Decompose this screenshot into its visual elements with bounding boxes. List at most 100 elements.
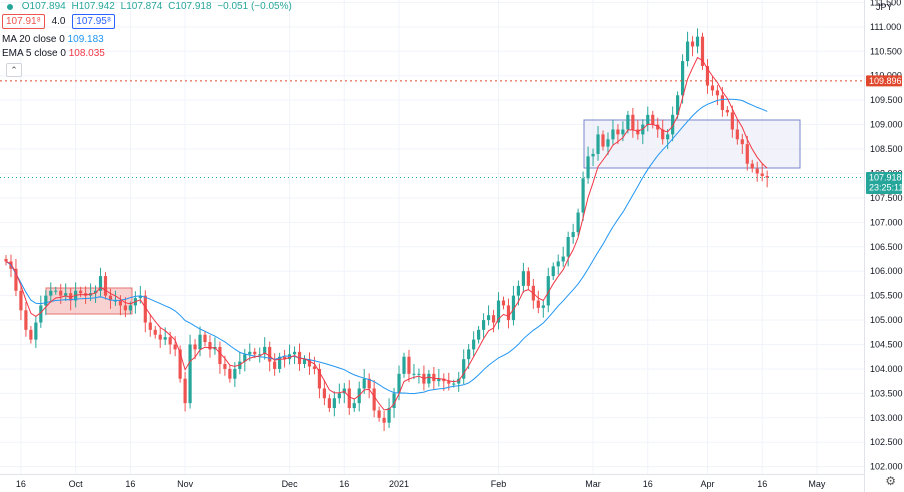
candle-body: [312, 366, 317, 369]
candle-body: [148, 322, 152, 330]
time-tick-label: Feb: [491, 479, 507, 489]
candle-body: [486, 315, 491, 321]
candle-body: [29, 329, 33, 340]
candle-body: [39, 305, 43, 323]
candle-body: [14, 268, 18, 291]
candle-body: [362, 378, 366, 389]
buy-button[interactable]: 107.95⁸: [72, 14, 116, 29]
price-tick-label: 110.500: [870, 46, 902, 56]
time-tick-label: 16: [125, 479, 135, 489]
candle-body: [720, 95, 724, 110]
candle-body: [566, 237, 570, 257]
candle-body: [402, 356, 406, 374]
price-tick-label: 109.000: [870, 120, 903, 130]
candle-body: [536, 300, 540, 308]
candle-body: [203, 334, 207, 343]
candle-body: [432, 373, 436, 382]
time-tick-label: Mar: [585, 479, 601, 489]
ema-5-line: [5, 56, 768, 411]
change-value: −0.051 (−0.05%): [217, 1, 292, 12]
candle-body: [601, 134, 605, 147]
candle-body: [377, 410, 381, 418]
candle-body: [49, 290, 53, 296]
candle-body: [108, 295, 113, 301]
candle-body: [700, 36, 705, 66]
candle-body: [437, 378, 441, 382]
candle-body: [69, 293, 73, 301]
candle-body: [447, 381, 451, 384]
close-value: C107.918: [168, 1, 212, 12]
price-tick-label: 105.000: [870, 315, 903, 325]
price-tick-label: 102.500: [870, 437, 903, 447]
candle-body: [472, 339, 476, 350]
price-tick-label: 104.500: [870, 340, 903, 350]
candle-body: [193, 344, 197, 350]
candle-body: [656, 124, 660, 130]
ma-value: 109.183: [67, 34, 104, 45]
candle-body: [243, 354, 247, 362]
candle-body: [631, 114, 635, 130]
collapse-legend-icon[interactable]: ⌃: [6, 63, 22, 77]
candle-body: [621, 129, 625, 135]
horizontal-line-value: 109.896: [869, 76, 902, 86]
candle-body: [153, 329, 157, 335]
candle-body: [730, 112, 734, 130]
candle-body: [327, 398, 331, 409]
candle-body: [118, 300, 123, 306]
candle-body: [760, 173, 764, 176]
candle-body: [143, 295, 147, 323]
candle-body: [253, 351, 257, 355]
candle-body: [671, 114, 675, 135]
ema-label: EMA 5 close 0: [2, 48, 66, 59]
candle-body: [218, 346, 222, 365]
candle-body: [526, 271, 530, 286]
candle-body: [168, 337, 172, 345]
candle-body: [417, 373, 421, 375]
candle-body: [616, 129, 620, 135]
chart-grid: [0, 0, 864, 474]
time-tick-label: 16: [339, 479, 349, 489]
candle-body: [755, 168, 759, 174]
candle-body: [452, 383, 456, 385]
candle-body: [496, 300, 501, 323]
ema-legend[interactable]: EMA 5 close 0 108.035: [2, 47, 105, 62]
candle-body: [586, 156, 590, 179]
price-tick-label: 106.500: [870, 242, 903, 252]
ma-label: MA 20 close 0: [2, 34, 65, 45]
price-axis[interactable]: 111.500111.000110.500110.000109.500109.0…: [870, 0, 903, 472]
ma-legend[interactable]: MA 20 close 0 109.183: [2, 33, 104, 48]
last-price-tag: 107.918 23:25:11: [866, 171, 903, 194]
candle-body: [407, 356, 411, 374]
candle-body: [208, 342, 212, 350]
candle-body: [258, 354, 262, 356]
candle-body: [740, 139, 744, 145]
candle-body: [4, 258, 8, 262]
candle-body: [516, 285, 521, 296]
candle-body: [541, 305, 545, 308]
price-tick-label: 104.000: [870, 364, 903, 374]
candle-body: [685, 41, 690, 62]
candle-body: [511, 295, 516, 321]
candle-body: [34, 322, 38, 340]
time-axis[interactable]: 16 Oct 16 Nov Dec 16 2021 Feb Mar 16 Apr 16 May: [16, 479, 826, 489]
candle-body: [283, 356, 287, 360]
candle-body: [606, 139, 610, 147]
price-tick-label: 111.500: [870, 0, 901, 7]
candle-body: [482, 320, 486, 330]
price-tick-label: 108.500: [870, 144, 903, 154]
sell-button[interactable]: 107.91⁸: [2, 14, 45, 29]
horizontal-line-tag: 109.896: [866, 75, 902, 87]
candle-body: [24, 310, 28, 330]
price-tick-label: 102.000: [870, 462, 903, 472]
candle-body: [228, 368, 232, 379]
candlestick-series: [4, 28, 769, 431]
gear-icon[interactable]: ⚙: [885, 474, 896, 488]
candle-body: [626, 114, 630, 130]
candle-body: [387, 408, 391, 423]
price-tick-label: 111.000: [870, 22, 901, 32]
candle-body: [477, 329, 481, 340]
time-tick-label: 16: [757, 479, 767, 489]
candle-body: [666, 134, 670, 140]
status-dot-icon: [7, 4, 13, 10]
